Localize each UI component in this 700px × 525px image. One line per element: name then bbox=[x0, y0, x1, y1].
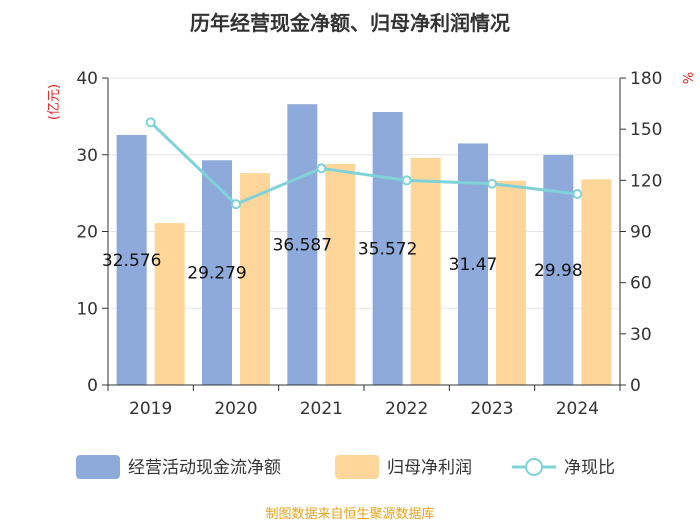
right-tick-label: 0 bbox=[630, 376, 641, 396]
bar bbox=[240, 173, 270, 385]
bar bbox=[581, 179, 612, 385]
x-tick-label: 2022 bbox=[385, 399, 428, 419]
bar bbox=[154, 223, 185, 385]
bar bbox=[325, 163, 356, 385]
bar-data-label: 32.576 bbox=[102, 251, 161, 271]
legend-label: 经营活动现金流净额 bbox=[128, 458, 281, 478]
bar bbox=[116, 134, 147, 385]
legend-label: 净现比 bbox=[564, 458, 615, 478]
bar bbox=[372, 111, 403, 386]
left-axis-unit: (亿元) bbox=[47, 84, 62, 120]
right-tick-label: 150 bbox=[630, 120, 662, 140]
line-point bbox=[487, 178, 497, 189]
bar bbox=[202, 160, 232, 385]
bar-data-label: 35.572 bbox=[358, 239, 417, 259]
line-point bbox=[231, 199, 241, 210]
bar bbox=[410, 157, 441, 385]
left-tick-label: 40 bbox=[76, 69, 98, 89]
bar bbox=[496, 180, 526, 385]
legend-swatch bbox=[76, 455, 120, 479]
bar-data-label: 36.587 bbox=[273, 236, 332, 256]
bar-data-label: 29.98 bbox=[534, 261, 583, 281]
x-tick-label: 2024 bbox=[556, 399, 599, 419]
line-point bbox=[316, 163, 327, 174]
right-tick-label: 30 bbox=[630, 325, 652, 345]
bar-data-label: 29.279 bbox=[187, 264, 246, 284]
right-tick-label: 90 bbox=[630, 223, 652, 243]
source-note: 制图数据来自恒生聚源数据库 bbox=[265, 506, 434, 522]
x-tick-label: 2021 bbox=[300, 399, 343, 419]
legend-label: 归母净利润 bbox=[387, 458, 472, 478]
bar-data-label: 31.47 bbox=[449, 255, 498, 275]
x-tick-label: 2020 bbox=[214, 399, 257, 419]
left-tick-label: 10 bbox=[76, 299, 98, 319]
line-point bbox=[401, 175, 412, 186]
x-tick-label: 2019 bbox=[129, 399, 172, 419]
right-tick-label: 60 bbox=[630, 274, 652, 294]
right-tick-label: 120 bbox=[630, 171, 662, 191]
series-line bbox=[149, 121, 578, 206]
right-tick-label: 180 bbox=[630, 69, 662, 89]
left-tick-label: 20 bbox=[76, 223, 98, 243]
left-tick-label: 30 bbox=[76, 146, 98, 166]
line-point bbox=[145, 117, 156, 128]
left-tick-label: 0 bbox=[87, 376, 98, 396]
chart-title: 历年经营现金净额、归母净利润情况 bbox=[190, 11, 510, 35]
legend-marker bbox=[525, 458, 543, 476]
bar bbox=[287, 104, 318, 386]
legend-swatch bbox=[335, 455, 379, 479]
right-axis-unit: % bbox=[679, 72, 694, 84]
line-point bbox=[572, 188, 583, 199]
x-tick-label: 2023 bbox=[470, 399, 513, 419]
